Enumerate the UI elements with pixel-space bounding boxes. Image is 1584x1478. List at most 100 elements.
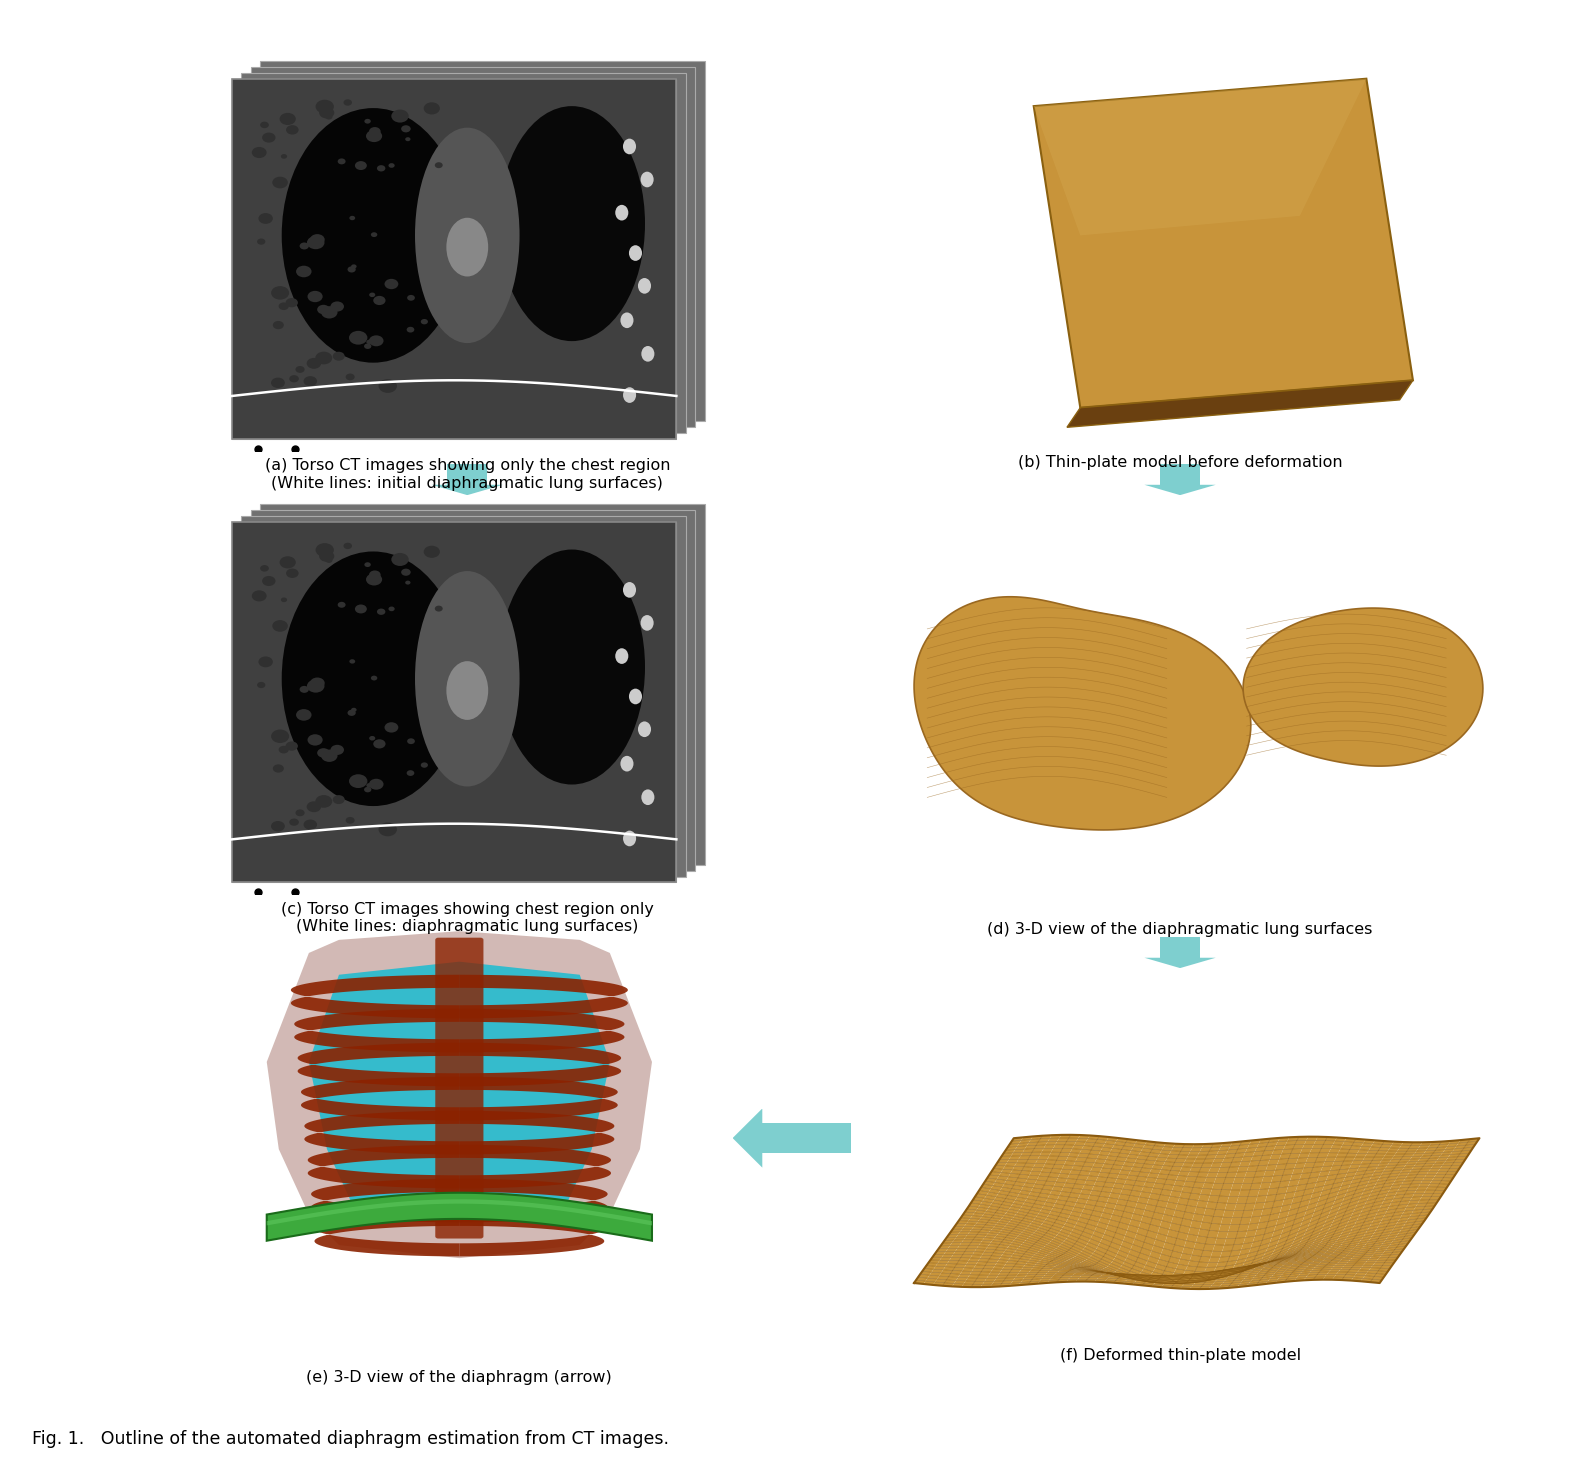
FancyBboxPatch shape [250,510,695,871]
Polygon shape [1034,78,1413,408]
Circle shape [348,774,367,788]
Circle shape [260,121,269,129]
Circle shape [325,114,333,120]
Ellipse shape [642,346,654,362]
Circle shape [337,602,345,607]
Circle shape [369,736,375,740]
Text: (b) Thin-plate model before deformation: (b) Thin-plate model before deformation [1019,455,1342,470]
Circle shape [352,708,356,712]
Circle shape [307,801,322,813]
Circle shape [261,576,276,585]
Circle shape [374,296,385,304]
Circle shape [423,102,440,114]
Circle shape [364,786,371,792]
Text: Fig. 1.   Outline of the automated diaphragm estimation from CT images.: Fig. 1. Outline of the automated diaphra… [32,1431,668,1448]
Circle shape [331,302,344,312]
Ellipse shape [615,649,629,664]
Circle shape [369,127,380,136]
Circle shape [296,367,304,372]
Circle shape [355,605,367,613]
Circle shape [388,606,394,612]
Polygon shape [733,1108,762,1168]
Polygon shape [1159,464,1201,485]
Circle shape [374,739,385,748]
Circle shape [377,166,385,171]
FancyBboxPatch shape [233,78,676,439]
FancyBboxPatch shape [260,504,705,865]
Circle shape [307,735,323,745]
Circle shape [366,340,372,344]
Polygon shape [1159,937,1201,958]
Ellipse shape [629,689,642,705]
Ellipse shape [623,139,637,154]
FancyBboxPatch shape [260,61,705,421]
Ellipse shape [623,582,637,597]
Text: (f) Deformed thin-plate model: (f) Deformed thin-plate model [1060,1348,1300,1363]
Circle shape [296,709,312,721]
Circle shape [317,304,329,315]
Circle shape [318,550,334,562]
Circle shape [331,745,344,755]
Circle shape [322,749,337,761]
Circle shape [423,545,440,557]
Polygon shape [914,597,1251,831]
Circle shape [299,686,309,693]
Polygon shape [1145,485,1217,495]
Polygon shape [309,962,610,1215]
Circle shape [377,609,385,615]
Circle shape [315,99,334,114]
Circle shape [310,677,325,689]
Ellipse shape [415,571,520,786]
Circle shape [272,321,284,330]
Text: (e) 3-D view of the diaphragm (arrow): (e) 3-D view of the diaphragm (arrow) [306,1370,613,1385]
Ellipse shape [282,551,464,806]
Text: (a) Torso CT images showing only the chest region
(White lines: initial diaphrag: (a) Torso CT images showing only the che… [265,458,670,491]
Ellipse shape [499,106,645,341]
Circle shape [252,590,266,602]
Circle shape [345,374,355,380]
Circle shape [388,163,394,168]
Circle shape [299,242,309,250]
Circle shape [307,291,323,302]
Ellipse shape [615,205,629,220]
Polygon shape [266,1193,653,1240]
Circle shape [280,597,287,602]
Circle shape [285,299,298,307]
Circle shape [401,569,410,576]
Circle shape [307,358,322,370]
FancyBboxPatch shape [241,72,686,433]
Ellipse shape [447,661,488,720]
Circle shape [317,748,329,758]
Circle shape [318,106,334,118]
Circle shape [304,819,317,829]
Ellipse shape [623,831,637,847]
FancyBboxPatch shape [250,67,695,427]
Circle shape [280,154,287,158]
Circle shape [366,783,372,788]
Ellipse shape [638,721,651,738]
Circle shape [407,739,415,743]
Circle shape [261,133,276,142]
Circle shape [421,319,428,324]
Ellipse shape [415,127,520,343]
Circle shape [345,817,355,823]
Circle shape [369,336,383,346]
Ellipse shape [623,387,637,403]
Circle shape [344,99,352,106]
Circle shape [355,161,367,170]
Circle shape [348,331,367,344]
Circle shape [333,352,345,361]
Circle shape [364,343,371,349]
Circle shape [296,810,304,816]
Ellipse shape [642,789,654,806]
Circle shape [304,375,317,386]
Polygon shape [266,931,653,1258]
Circle shape [272,177,288,188]
Circle shape [296,266,312,278]
Ellipse shape [499,550,645,785]
Circle shape [307,680,325,693]
Ellipse shape [640,171,654,188]
Circle shape [258,213,272,223]
Circle shape [271,730,290,743]
Circle shape [315,795,333,808]
